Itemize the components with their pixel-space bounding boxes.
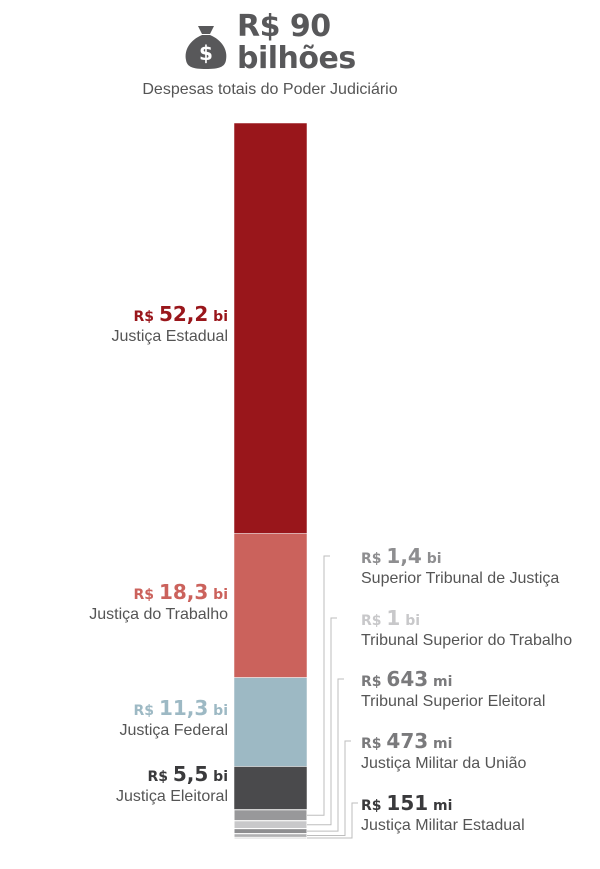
value-unit: bi [208, 769, 228, 786]
value-num: 151 [386, 791, 429, 815]
category-label: Justiça Militar Estadual [361, 817, 525, 834]
value-cur: R$ [133, 703, 159, 720]
total-value: R$ 90 [237, 9, 331, 44]
value-unit: mi [428, 798, 453, 814]
connector-line-5 [307, 617, 337, 826]
value-label: R$ 473 mi [361, 729, 526, 753]
value-num: 1,4 [386, 544, 422, 568]
svg-text:$: $ [199, 41, 213, 65]
bar-segment-4 [233, 809, 308, 822]
segment-label-1: R$ 18,3 bi Justiça do Trabalho [89, 580, 228, 624]
value-num: 473 [386, 729, 429, 753]
bar-segment-7 [233, 833, 308, 838]
bar-segment-0 [233, 122, 308, 534]
category-label: Justiça Eleitoral [115, 788, 228, 806]
bar-segment-6 [233, 828, 308, 835]
segment-label-2: R$ 11,3 bi Justiça Federal [120, 696, 229, 740]
segment-label-5: R$ 1 bi Tribunal Superior do Trabalho [361, 606, 572, 650]
chart-subtitle: Despesas totais do Poder Judiciário [142, 81, 398, 98]
value-num: 643 [386, 667, 429, 691]
category-label: Tribunal Superior Eleitoral [361, 693, 546, 710]
value-label: R$ 52,2 bi [111, 302, 228, 326]
value-unit: bi [208, 309, 228, 326]
value-cur: R$ [361, 736, 387, 752]
value-unit: bi [208, 703, 228, 720]
value-label: R$ 11,3 bi [120, 696, 228, 721]
category-label: Justiça Estadual [111, 328, 228, 346]
value-unit: mi [428, 736, 453, 752]
category-label: Justiça Federal [119, 722, 229, 740]
value-label: R$ 643 mi [361, 667, 545, 691]
bar-segment-3 [233, 766, 308, 811]
value-label: R$ 151 mi [361, 791, 525, 815]
value-label: R$ 1 bi [361, 606, 572, 630]
connector-line-4 [307, 555, 330, 816]
value-cur: R$ [133, 586, 159, 603]
category-label: Justiça do Trabalho [89, 605, 228, 623]
value-num: 5,5 [172, 762, 209, 787]
bar-segment-1 [233, 533, 308, 678]
value-unit: bi [208, 586, 228, 603]
value-num: 11,3 [158, 696, 209, 721]
value-num: 18,3 [158, 579, 209, 604]
value-cur: R$ [361, 798, 387, 814]
segment-label-3: R$ 5,5 bi Justiça Eleitoral [116, 762, 228, 806]
segment-label-8: R$ 151 mi Justiça Militar Estadual [361, 791, 525, 835]
bar-segment-5 [233, 820, 308, 830]
value-cur: R$ [361, 613, 387, 629]
value-unit: bi [421, 551, 442, 567]
category-label: Superior Tribunal de Justiça [361, 570, 560, 587]
value-cur: R$ [361, 551, 387, 567]
value-num: 1 [386, 606, 401, 630]
connector-line-7 [307, 740, 351, 837]
segment-label-0: R$ 52,2 bi Justiça Estadual [111, 302, 228, 346]
value-label: R$ 18,3 bi [89, 580, 228, 604]
bar-segment-2 [233, 677, 308, 767]
category-label: Tribunal Superior do Trabalho [361, 632, 573, 649]
value-cur: R$ [361, 674, 387, 690]
bar-segment-8 [233, 836, 308, 840]
segment-label-7: R$ 473 mi Justiça Militar da União [361, 729, 526, 773]
value-label: R$ 1,4 bi [361, 544, 559, 568]
total-unit: bilhões [237, 41, 356, 76]
value-num: 52,2 [158, 302, 209, 327]
segment-label-6: R$ 643 mi Tribunal Superior Eleitoral [361, 667, 545, 711]
connector-line-8 [307, 802, 358, 839]
chart-header: $ R$ 90 bilhões Despesas totais do Poder… [0, 0, 600, 110]
value-label: R$ 5,5 bi [116, 762, 228, 786]
segment-label-4: R$ 1,4 bi Superior Tribunal de Justiça [361, 544, 559, 588]
value-cur: R$ [147, 769, 173, 786]
value-unit: bi [400, 613, 421, 629]
category-label: Justiça Militar da União [361, 755, 527, 772]
money-bag-icon: $ [185, 26, 227, 69]
value-cur: R$ [133, 309, 159, 326]
connector-line-6 [307, 678, 344, 832]
value-unit: mi [428, 674, 453, 690]
